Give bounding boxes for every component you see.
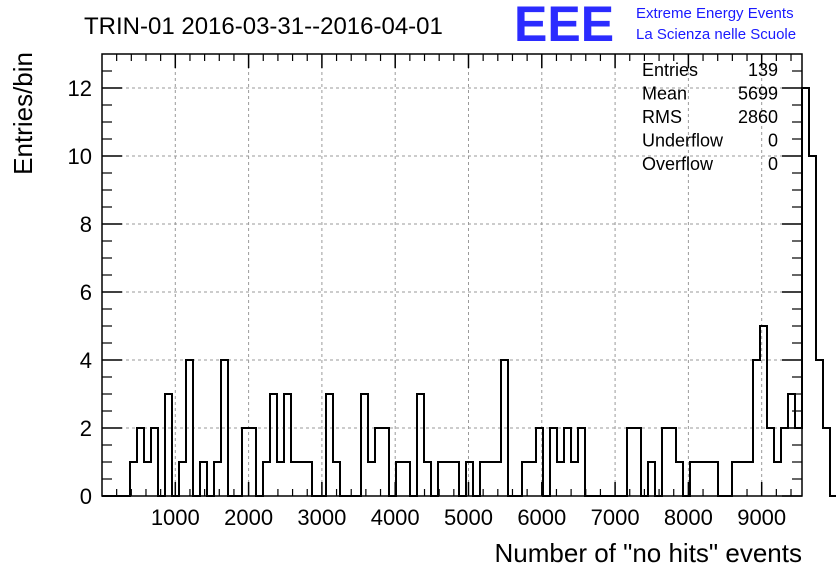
stats-value: 0 — [768, 131, 778, 151]
y-tick-label: 4 — [80, 348, 92, 373]
logo-mark: EEE — [514, 0, 614, 52]
stats-value: 0 — [768, 154, 778, 174]
y-tick-label: 0 — [80, 484, 92, 509]
x-tick-label: 2000 — [224, 505, 273, 530]
y-tick-label: 6 — [80, 280, 92, 305]
x-tick-label: 6000 — [517, 505, 566, 530]
y-tick-label: 2 — [80, 416, 92, 441]
stats-label: Entries — [642, 60, 698, 80]
stats-label: Mean — [642, 84, 687, 104]
eee-logo: EEE Extreme Energy Events La Scienza nel… — [514, 0, 796, 52]
x-tick-labels: 1000 2000 3000 4000 5000 6000 7000 8000 9000 — [151, 505, 786, 530]
y-tick-label: 10 — [68, 144, 92, 169]
plot-frame — [101, 53, 803, 497]
x-axis-title: Number of "no hits" events — [495, 538, 803, 568]
y-tick-label: 12 — [68, 76, 92, 101]
x-tick-label: 1000 — [151, 505, 200, 530]
stats-value: 5699 — [738, 84, 778, 104]
stats-label: Overflow — [642, 154, 714, 174]
x-tick-label: 5000 — [444, 505, 493, 530]
x-tick-label: 9000 — [737, 505, 786, 530]
axis-ticks — [102, 54, 802, 497]
x-tick-label: 8000 — [664, 505, 713, 530]
y-axis-title: Entries/bin — [8, 52, 38, 175]
stats-value: 139 — [748, 60, 778, 80]
stats-label: RMS — [642, 107, 682, 127]
logo-line2: La Scienza nelle Scuole — [636, 26, 796, 43]
y-tick-labels: 0 2 4 6 8 10 12 — [68, 76, 92, 509]
chart-title: TRIN-01 2016-03-31--2016-04-01 — [84, 13, 443, 40]
grid-lines — [102, 54, 802, 496]
x-tick-label: 4000 — [371, 505, 420, 530]
x-tick-label: 3000 — [297, 505, 346, 530]
stats-value: 2860 — [738, 107, 778, 127]
stats-box: Entries 139 Mean 5699 RMS 2860 Underflow 0 Overf… — [642, 60, 778, 174]
y-tick-label: 8 — [80, 212, 92, 237]
stats-label: Underflow — [642, 131, 724, 151]
x-tick-label: 7000 — [591, 505, 640, 530]
logo-line1: Extreme Energy Events — [636, 5, 794, 22]
